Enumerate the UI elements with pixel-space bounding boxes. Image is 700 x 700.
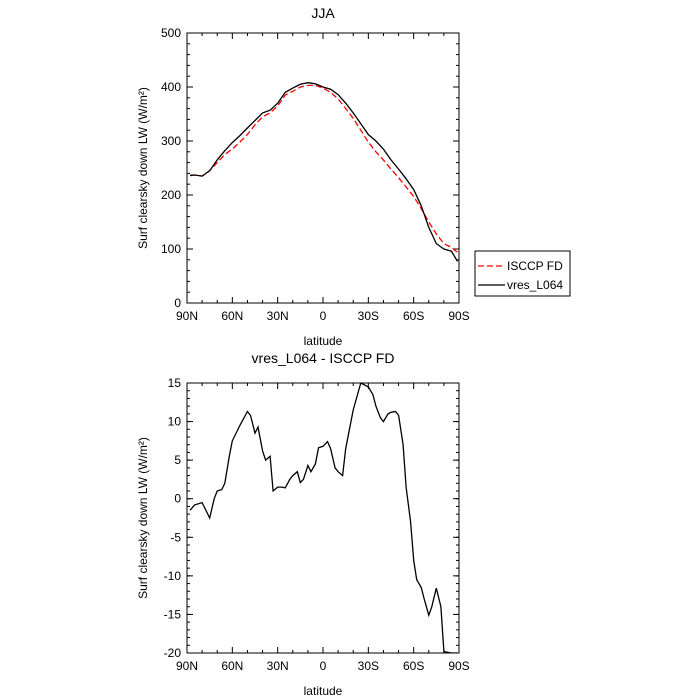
x-axis-label: latitude	[304, 334, 343, 348]
plot-frame	[186, 32, 460, 304]
legend-label: vres_L064	[507, 278, 563, 292]
x-tick-label: 90N	[176, 309, 198, 323]
chart-title: vres_L064 - ISCCP FD	[252, 350, 395, 366]
y-tick-label: 100	[161, 242, 181, 256]
x-tick-label: 90S	[448, 659, 469, 673]
legend-label: ISCCP FD	[507, 259, 563, 273]
legend: ISCCP FD vres_L064	[474, 250, 571, 297]
series-line-isccp-fd	[190, 84, 458, 253]
x-tick-label: 60S	[403, 659, 424, 673]
y-tick-label: 200	[161, 188, 181, 202]
y-axis-label: Surf clearsky down LW (W/m²)	[136, 437, 150, 599]
x-tick-label: 90S	[448, 309, 469, 323]
y-axis-label: Surf clearsky down LW (W/m²)	[136, 87, 150, 249]
x-axis-label: latitude	[304, 684, 343, 698]
top-chart-panel: JJA 90N 60N 30N 0 30S 60S 90S 0 100 200 300 400 500 la…	[136, 5, 470, 348]
y-tick-label: -10	[164, 569, 182, 583]
x-tick-label: 30S	[358, 659, 379, 673]
x-tick-label: 30N	[267, 659, 289, 673]
y-tick-label: -5	[170, 530, 181, 544]
y-tick-label: 0	[174, 296, 181, 310]
y-tick-label: 400	[161, 80, 181, 94]
x-tick-label: 60S	[403, 309, 424, 323]
series-line-vres-l064	[189, 82, 459, 262]
x-tick-label: 0	[320, 309, 327, 323]
y-tick-label: -15	[164, 607, 182, 621]
y-tick-label: 5	[174, 453, 181, 467]
x-tick-label: 30N	[267, 309, 289, 323]
legend-box	[474, 250, 571, 297]
x-tick-label: 30S	[358, 309, 379, 323]
plot-frame	[186, 382, 460, 654]
y-tick-label: 10	[168, 415, 182, 429]
y-tick-label: 15	[168, 376, 182, 390]
y-tick-label: -20	[164, 646, 182, 660]
difference-chart-panel: vres_L064 - ISCCP FD 90N 60N 30N 0 30S 60S 90S -…	[136, 350, 470, 698]
x-tick-label: 60N	[221, 309, 243, 323]
x-tick-label: 90N	[176, 659, 198, 673]
y-tick-label: 0	[174, 492, 181, 506]
y-tick-label: 500	[161, 26, 181, 40]
difference-series-line	[189, 383, 458, 653]
y-tick-label: 300	[161, 134, 181, 148]
x-tick-label: 60N	[221, 659, 243, 673]
chart-title: JJA	[311, 5, 335, 21]
x-tick-label: 0	[320, 659, 327, 673]
